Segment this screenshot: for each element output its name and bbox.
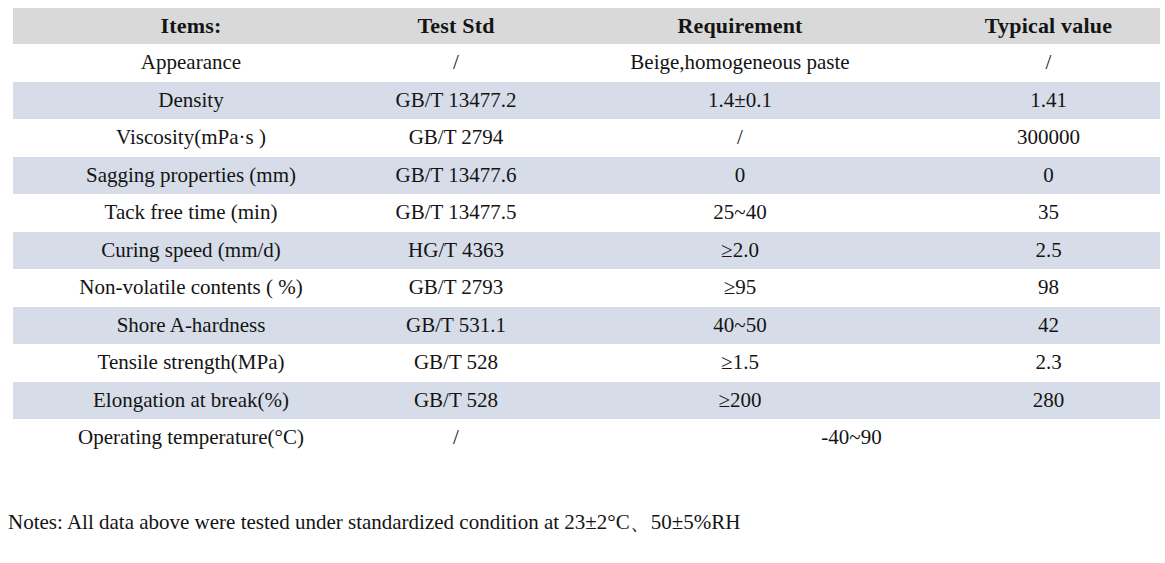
cell-typ: 300000 (937, 119, 1160, 157)
cell-req-span: -40~90 (543, 419, 1160, 457)
cell-typ: / (937, 44, 1160, 82)
cell-typ: 35 (937, 194, 1160, 232)
col-header-requirement: Requirement (543, 8, 937, 44)
cell-item: Operating temperature(°C) (13, 419, 369, 457)
cell-typ: 280 (937, 382, 1160, 420)
cell-req: 0 (543, 157, 937, 195)
cell-typ: 42 (937, 307, 1160, 345)
cell-item: Sagging properties (mm) (13, 157, 369, 195)
cell-std: / (369, 419, 543, 457)
cell-item: Tack free time (min) (13, 194, 369, 232)
cell-typ: 1.41 (937, 82, 1160, 120)
cell-std: GB/T 2793 (369, 269, 543, 307)
cell-std: GB/T 13477.5 (369, 194, 543, 232)
table-row: Elongation at break(%)GB/T 528≥200280 (13, 382, 1160, 420)
spec-table: Items: Test Std Requirement Typical valu… (13, 8, 1160, 457)
table-row: Curing speed (mm/d)HG/T 4363≥2.02.5 (13, 232, 1160, 270)
table-row: Non-volatile contents ( %)GB/T 2793≥9598 (13, 269, 1160, 307)
cell-req: 25~40 (543, 194, 937, 232)
cell-item: Density (13, 82, 369, 120)
cell-item: Viscosity(mPa·s ) (13, 119, 369, 157)
cell-req: 40~50 (543, 307, 937, 345)
table-row: Tensile strength(MPa)GB/T 528≥1.52.3 (13, 344, 1160, 382)
cell-item: Curing speed (mm/d) (13, 232, 369, 270)
table-row: Viscosity(mPa·s )GB/T 2794/300000 (13, 119, 1160, 157)
cell-item: Shore A-hardness (13, 307, 369, 345)
cell-std: GB/T 531.1 (369, 307, 543, 345)
table-header-row: Items: Test Std Requirement Typical valu… (13, 8, 1160, 44)
cell-std: GB/T 528 (369, 382, 543, 420)
col-header-typical-value: Typical value (937, 8, 1160, 44)
cell-std: GB/T 2794 (369, 119, 543, 157)
table-row: Sagging properties (mm)GB/T 13477.600 (13, 157, 1160, 195)
cell-req: ≥2.0 (543, 232, 937, 270)
cell-typ: 0 (937, 157, 1160, 195)
table-row: Shore A-hardnessGB/T 531.140~5042 (13, 307, 1160, 345)
cell-req: 1.4±0.1 (543, 82, 937, 120)
cell-std: GB/T 528 (369, 344, 543, 382)
cell-req: / (543, 119, 937, 157)
spec-table-body: Appearance/Beige,homogeneous paste/Densi… (13, 44, 1160, 457)
table-row: Operating temperature(°C)/-40~90 (13, 419, 1160, 457)
cell-std: / (369, 44, 543, 82)
datasheet-page: Items: Test Std Requirement Typical valu… (0, 0, 1165, 563)
table-row: Appearance/Beige,homogeneous paste/ (13, 44, 1160, 82)
table-row: DensityGB/T 13477.21.4±0.11.41 (13, 82, 1160, 120)
table-row: Tack free time (min)GB/T 13477.525~4035 (13, 194, 1160, 232)
cell-item: Non-volatile contents ( %) (13, 269, 369, 307)
cell-std: GB/T 13477.2 (369, 82, 543, 120)
cell-item: Tensile strength(MPa) (13, 344, 369, 382)
cell-item: Appearance (13, 44, 369, 82)
col-header-test-std: Test Std (369, 8, 543, 44)
cell-std: HG/T 4363 (369, 232, 543, 270)
col-header-items: Items: (13, 8, 369, 44)
cell-typ: 2.5 (937, 232, 1160, 270)
cell-typ: 98 (937, 269, 1160, 307)
cell-req: ≥1.5 (543, 344, 937, 382)
cell-std: GB/T 13477.6 (369, 157, 543, 195)
cell-item: Elongation at break(%) (13, 382, 369, 420)
cell-req: ≥95 (543, 269, 937, 307)
cell-typ: 2.3 (937, 344, 1160, 382)
notes-text: Notes: All data above were tested under … (8, 508, 740, 536)
cell-req: Beige,homogeneous paste (543, 44, 937, 82)
cell-req: ≥200 (543, 382, 937, 420)
